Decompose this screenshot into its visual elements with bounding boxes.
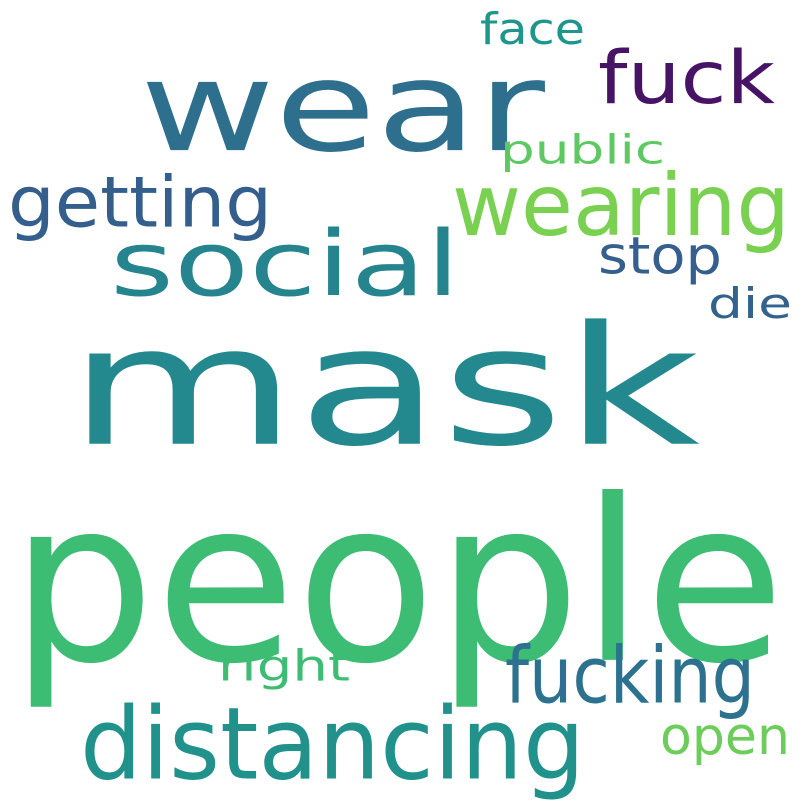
word-stop: stop — [598, 225, 723, 287]
word-fuck: fuck — [598, 35, 776, 121]
word-people: people — [10, 450, 785, 714]
word-die: die — [708, 279, 793, 328]
word-fucking: fucking — [505, 629, 755, 722]
word-wearing: wearing — [452, 154, 791, 256]
word-face: face — [480, 4, 586, 55]
word-distancing: distancing — [80, 686, 585, 803]
word-getting: getting — [8, 161, 273, 244]
word-open: open — [660, 705, 791, 767]
word-wear: wear — [140, 34, 545, 181]
word-mask: mask — [68, 291, 700, 484]
word-public: public — [500, 126, 665, 173]
word-right: right — [218, 641, 351, 692]
word-social: social — [110, 212, 461, 317]
